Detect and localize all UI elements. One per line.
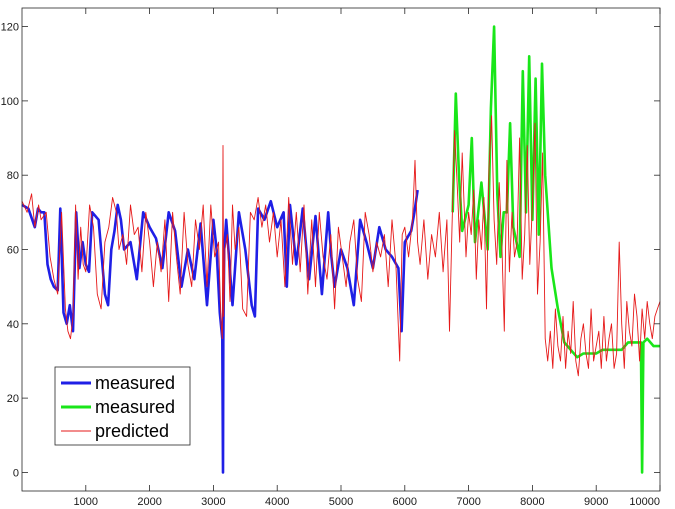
- x-tick-label: 4000: [265, 496, 289, 508]
- y-ticks: 0 20 40 60 80 100 120: [1, 22, 660, 479]
- y-tick-label: 20: [7, 393, 19, 405]
- x-tick-label: 3000: [201, 496, 225, 508]
- y-tick-label: 120: [1, 22, 19, 34]
- series-line-2-predicted: [21, 115, 661, 377]
- legend-label-2: predicted: [95, 421, 169, 441]
- legend-label-1: measured: [95, 397, 175, 417]
- x-ticks: 1000 2000 3000 4000 5000 6000 7000 8000 9000 1000…: [74, 8, 661, 508]
- x-tick-label: 5000: [329, 496, 353, 508]
- legend-label-0: measured: [95, 373, 175, 393]
- x-tick-label: 8000: [520, 496, 544, 508]
- x-tick-label: 7000: [456, 496, 480, 508]
- x-tick-label: 9000: [584, 496, 608, 508]
- x-tick-label: 10000: [629, 496, 660, 508]
- y-tick-label: 60: [7, 245, 19, 257]
- series-line-1-measured: [451, 25, 660, 474]
- series-layer: [21, 25, 661, 474]
- x-tick-label: 1000: [74, 496, 98, 508]
- y-tick-label: 0: [13, 467, 19, 479]
- x-tick-label: 6000: [393, 496, 417, 508]
- x-tick-label: 2000: [137, 496, 161, 508]
- legend: measured measured predicted: [54, 366, 191, 446]
- y-tick-label: 40: [7, 319, 19, 331]
- y-tick-label: 100: [1, 96, 19, 108]
- y-tick-label: 80: [7, 170, 19, 182]
